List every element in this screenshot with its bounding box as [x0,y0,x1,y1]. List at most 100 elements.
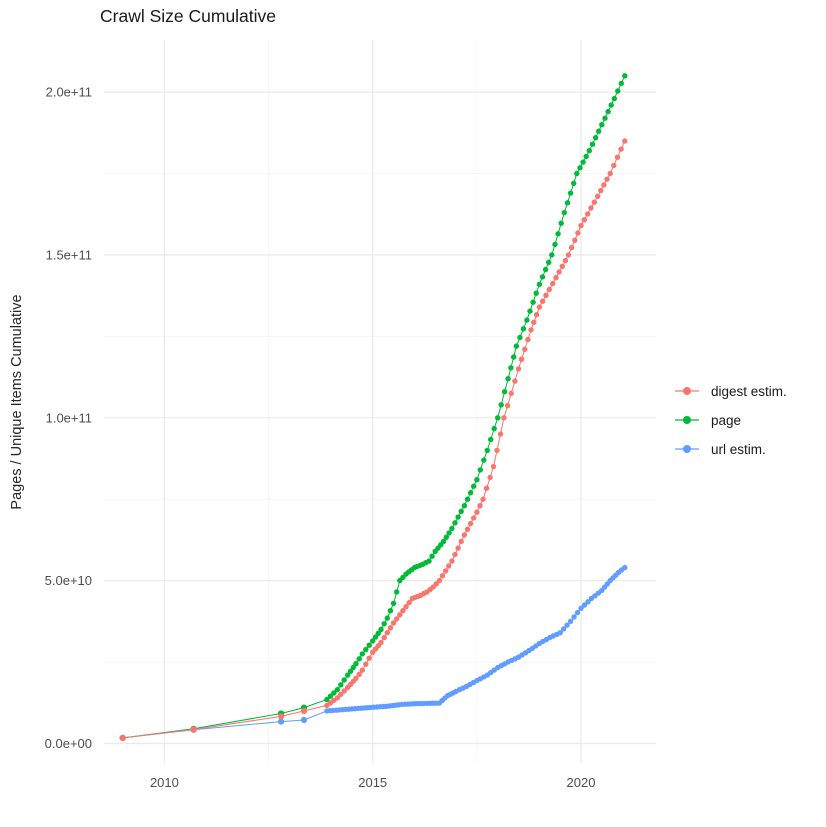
data-point [555,231,561,237]
data-point [426,558,432,564]
data-point [356,656,362,662]
data-point [586,148,592,154]
data-point [508,365,514,371]
data-point [381,634,387,641]
data-point [471,483,477,489]
data-point [403,604,409,610]
data-point [577,165,583,171]
legend-item: url estim. [672,440,787,458]
data-point [602,115,608,121]
data-point [400,608,406,614]
data-point [370,638,376,644]
legend-key-icon [675,387,699,395]
data-point [474,477,480,483]
data-point [474,509,480,515]
data-point [494,447,500,454]
data-point [622,564,628,571]
legend: digest estim. page url estim. [672,382,787,458]
data-point [591,199,597,205]
series-line [122,75,626,739]
data-point [622,138,628,144]
data-point [461,503,468,509]
data-point [557,630,563,636]
legend-item: page [672,411,787,429]
data-point [572,237,578,243]
data-point [539,274,546,280]
data-point [467,490,474,496]
x-tick-label: 2015 [358,775,387,790]
data-point [618,80,624,87]
data-point [592,135,599,141]
data-point [119,734,126,742]
data-point [571,180,577,186]
data-point [439,573,446,579]
data-point [581,602,588,608]
data-point [443,534,449,540]
legend-item: digest estim. [672,382,787,400]
data-point [334,687,340,693]
data-point [384,615,390,621]
data-point [528,327,534,333]
data-point [387,608,394,614]
data-point [449,558,455,564]
data-point [581,217,587,223]
data-point [574,609,581,616]
data-point [513,343,520,349]
data-point [511,354,517,360]
data-point [589,141,596,147]
data-point [347,668,354,674]
data-point [436,577,443,584]
data-point [452,551,458,558]
data-point [334,695,340,701]
data-point [546,286,552,293]
data-point [363,661,369,667]
data-point [390,620,397,626]
data-point [522,346,528,353]
data-point [596,128,602,134]
data-point [599,122,605,128]
data-point [595,193,601,199]
data-point [580,159,586,165]
data-point [556,269,562,275]
x-tick-label: 2010 [150,775,179,790]
data-point [341,688,347,694]
y-tick-label: 1.0e+11 [46,410,92,425]
data-point [515,366,522,372]
data-point [446,563,452,569]
data-point [530,299,536,305]
data-point [520,326,527,332]
data-point [567,190,574,196]
data-point [568,244,575,251]
data-point [471,515,477,521]
data-point [552,241,558,248]
data-point [429,553,435,559]
data-point [190,726,197,733]
data-point [527,308,533,314]
data-point [498,402,504,408]
data-point [553,275,559,281]
data-point [300,716,308,724]
data-point [278,718,285,725]
data-point [366,642,372,648]
data-point [518,356,525,362]
data-point [278,713,285,720]
data-point [487,474,493,481]
legend-key-icon [675,445,699,453]
data-point [455,545,461,551]
data-point [524,317,530,323]
data-point [618,146,624,152]
data-point [384,630,390,636]
data-point [363,646,369,653]
data-point [533,290,539,296]
data-point [508,390,514,397]
data-point [458,538,464,545]
data-point [480,496,486,502]
data-point [488,436,494,443]
data-point [536,281,543,287]
data-point [372,634,379,640]
data-point [324,696,330,703]
data-point [467,520,474,527]
data-point [588,205,594,211]
data-point [350,664,356,671]
data-point [353,661,359,667]
